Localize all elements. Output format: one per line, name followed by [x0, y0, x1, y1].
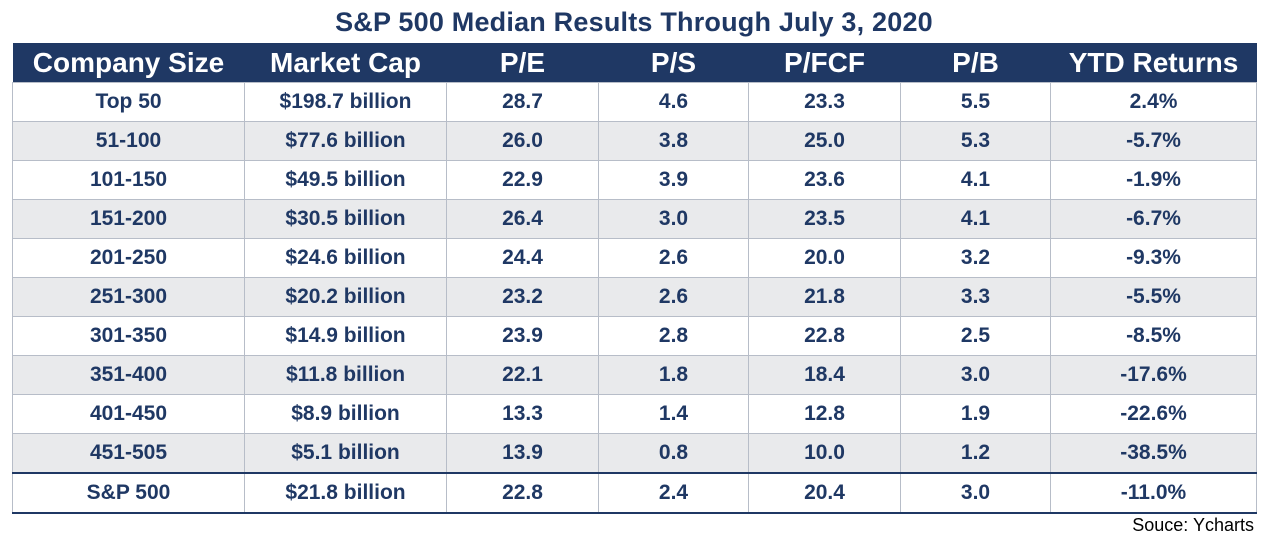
cell-market-cap: $11.8 billion [244, 355, 447, 395]
cell-market-cap: $77.6 billion [244, 121, 447, 161]
cell-ps: 0.8 [598, 433, 749, 474]
cell-market-cap: $30.5 billion [244, 199, 447, 239]
cell-ytd-returns: -17.6% [1050, 355, 1257, 395]
cell-pe: 23.2 [446, 277, 599, 317]
cell-pe: 26.4 [446, 199, 599, 239]
cell-ytd-returns: -5.7% [1050, 121, 1257, 161]
cell-market-cap: $5.1 billion [244, 433, 447, 474]
table-row: 401-450 $8.9 billion 13.3 1.4 12.8 1.9 -22.6% [12, 394, 1257, 434]
cell-ytd-returns: -8.5% [1050, 316, 1257, 356]
header-pe: P/E [446, 43, 599, 83]
header-market-cap: Market Cap [244, 43, 447, 83]
cell-company-size: 451-505 [12, 433, 245, 474]
header-ps: P/S [598, 43, 749, 83]
cell-ytd-returns: -5.5% [1050, 277, 1257, 317]
table-row: 201-250 $24.6 billion 24.4 2.6 20.0 3.2 -9.3% [12, 238, 1257, 278]
cell-ps: 2.8 [598, 316, 749, 356]
cell-company-size: 251-300 [12, 277, 245, 317]
table-row: 101-150 $49.5 billion 22.9 3.9 23.6 4.1 -1.9% [12, 160, 1257, 200]
total-row: S&P 500 $21.8 billion 22.8 2.4 20.4 3.0 … [12, 472, 1257, 514]
cell-pe: 23.9 [446, 316, 599, 356]
cell-ytd-returns: -1.9% [1050, 160, 1257, 200]
header-row: Company Size Market Cap P/E P/S P/FCF P/… [12, 43, 1257, 83]
cell-ps: 2.6 [598, 277, 749, 317]
cell-pfcf: 10.0 [748, 433, 901, 474]
cell-ps: 4.6 [598, 82, 749, 122]
cell-pb: 3.3 [900, 277, 1051, 317]
cell-pfcf: 12.8 [748, 394, 901, 434]
table-row: 51-100 $77.6 billion 26.0 3.8 25.0 5.3 -5.7% [12, 121, 1257, 161]
cell-ytd-returns: -38.5% [1050, 433, 1257, 474]
cell-pfcf: 23.6 [748, 160, 901, 200]
cell-ps: 2.6 [598, 238, 749, 278]
cell-pb: 4.1 [900, 160, 1051, 200]
table-row: 251-300 $20.2 billion 23.2 2.6 21.8 3.3 -5.5% [12, 277, 1257, 317]
cell-pb: 5.5 [900, 82, 1051, 122]
cell-market-cap: $8.9 billion [244, 394, 447, 434]
cell-pe: 13.9 [446, 433, 599, 474]
cell-company-size: 51-100 [12, 121, 245, 161]
cell-ps: 1.4 [598, 394, 749, 434]
total-ps: 2.4 [598, 472, 749, 514]
cell-ps: 3.9 [598, 160, 749, 200]
total-pe: 22.8 [446, 472, 599, 514]
cell-pfcf: 22.8 [748, 316, 901, 356]
cell-ytd-returns: -6.7% [1050, 199, 1257, 239]
cell-pe: 22.1 [446, 355, 599, 395]
cell-pfcf: 25.0 [748, 121, 901, 161]
cell-pb: 1.9 [900, 394, 1051, 434]
cell-company-size: 401-450 [12, 394, 245, 434]
table-row: 301-350 $14.9 billion 23.9 2.8 22.8 2.5 -8.5% [12, 316, 1257, 356]
cell-pfcf: 23.5 [748, 199, 901, 239]
cell-pb: 4.1 [900, 199, 1051, 239]
table-row: 151-200 $30.5 billion 26.4 3.0 23.5 4.1 -6.7% [12, 199, 1257, 239]
cell-market-cap: $24.6 billion [244, 238, 447, 278]
cell-pe: 28.7 [446, 82, 599, 122]
cell-company-size: 201-250 [12, 238, 245, 278]
table-row: 351-400 $11.8 billion 22.1 1.8 18.4 3.0 -17.6% [12, 355, 1257, 395]
cell-market-cap: $198.7 billion [244, 82, 447, 122]
cell-pfcf: 21.8 [748, 277, 901, 317]
total-company-size: S&P 500 [12, 472, 245, 514]
cell-company-size: Top 50 [12, 82, 245, 122]
cell-company-size: 351-400 [12, 355, 245, 395]
cell-pe: 22.9 [446, 160, 599, 200]
cell-pe: 13.3 [446, 394, 599, 434]
cell-pe: 26.0 [446, 121, 599, 161]
total-pfcf: 20.4 [748, 472, 901, 514]
cell-ytd-returns: 2.4% [1050, 82, 1257, 122]
total-ytd-returns: -11.0% [1050, 472, 1257, 514]
header-pfcf: P/FCF [748, 43, 901, 83]
cell-market-cap: $49.5 billion [244, 160, 447, 200]
cell-company-size: 151-200 [12, 199, 245, 239]
header-pb: P/B [900, 43, 1051, 83]
total-pb: 3.0 [900, 472, 1051, 514]
source-note: Souce: Ycharts [1132, 515, 1254, 535]
cell-ps: 3.8 [598, 121, 749, 161]
header-ytd-returns: YTD Returns [1050, 43, 1257, 83]
cell-market-cap: $14.9 billion [244, 316, 447, 356]
table-title: S&P 500 Median Results Through July 3, 2… [335, 7, 933, 37]
median-results-table: Company Size Market Cap P/E P/S P/FCF P/… [12, 43, 1257, 514]
cell-pb: 1.2 [900, 433, 1051, 474]
cell-company-size: 301-350 [12, 316, 245, 356]
cell-pfcf: 23.3 [748, 82, 901, 122]
cell-company-size: 101-150 [12, 160, 245, 200]
table-row: 451-505 $5.1 billion 13.9 0.8 10.0 1.2 -38.5% [12, 433, 1257, 474]
total-market-cap: $21.8 billion [244, 472, 447, 514]
cell-pfcf: 18.4 [748, 355, 901, 395]
cell-ytd-returns: -22.6% [1050, 394, 1257, 434]
cell-pe: 24.4 [446, 238, 599, 278]
cell-pb: 2.5 [900, 316, 1051, 356]
cell-pb: 3.2 [900, 238, 1051, 278]
cell-ytd-returns: -9.3% [1050, 238, 1257, 278]
header-company-size: Company Size [12, 43, 245, 83]
cell-ps: 1.8 [598, 355, 749, 395]
table-row: Top 50 $198.7 billion 28.7 4.6 23.3 5.5 2.4% [12, 82, 1257, 122]
cell-market-cap: $20.2 billion [244, 277, 447, 317]
cell-ps: 3.0 [598, 199, 749, 239]
cell-pb: 5.3 [900, 121, 1051, 161]
cell-pfcf: 20.0 [748, 238, 901, 278]
cell-pb: 3.0 [900, 355, 1051, 395]
